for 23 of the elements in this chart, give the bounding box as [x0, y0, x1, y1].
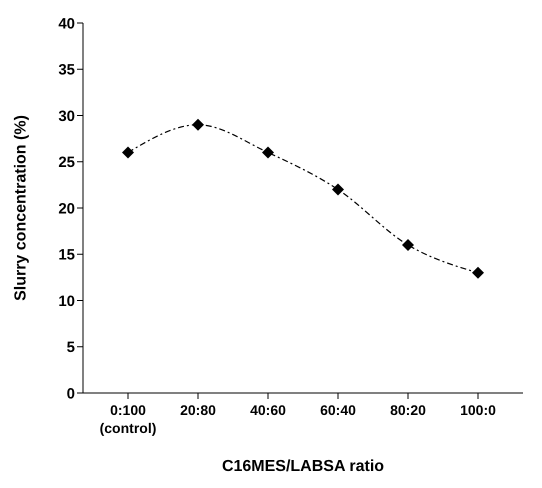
x-tick-label: 60:40	[320, 402, 356, 418]
y-tick-label: 25	[58, 154, 75, 172]
point	[122, 146, 134, 158]
point	[332, 184, 344, 196]
y-tick-label: 5	[66, 339, 75, 356]
x-tick-label: 0:100 (control)	[100, 402, 156, 436]
point	[402, 239, 414, 251]
point	[262, 146, 274, 158]
y-tick-label: 15	[58, 246, 75, 264]
x-axis-title: C16MES/LABSA ratio	[222, 458, 384, 475]
y-tick-label: 40	[58, 15, 75, 32]
y-tick-label: 35	[58, 62, 75, 79]
point	[472, 266, 484, 279]
y-tick-label: 30	[58, 108, 75, 125]
y-axis-title: Slurry concentration (%)	[12, 115, 30, 301]
y-tick-label: 0	[66, 385, 75, 402]
x-tick-label: 80:20	[390, 402, 426, 418]
x-tick-label: 100:0	[460, 402, 496, 418]
y-tick-label: 10	[58, 292, 75, 310]
x-tick-label: 20:80	[180, 402, 216, 418]
point	[192, 118, 204, 131]
y-tick-label: 20	[58, 200, 75, 218]
x-tick-label: 40:60	[250, 402, 286, 418]
